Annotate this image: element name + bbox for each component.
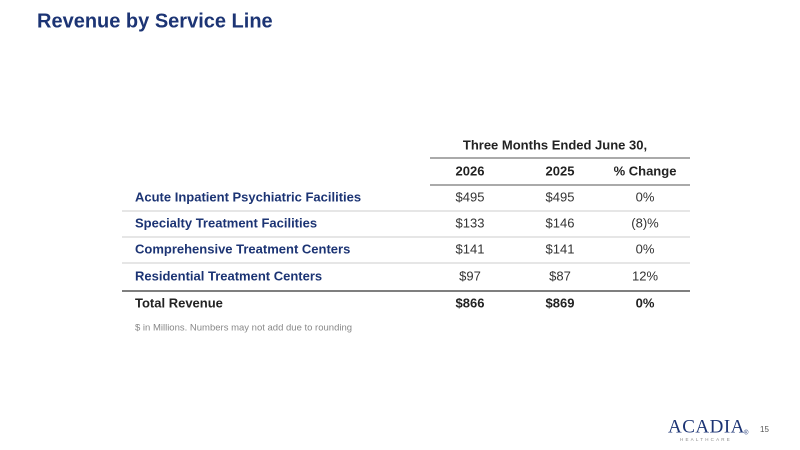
cell: $133 [456,215,485,230]
cell: $97 [459,268,481,283]
column-header: 2025 [546,163,575,178]
total-label: Total Revenue [135,295,223,310]
cell: $141 [546,241,575,256]
cell: $141 [456,241,485,256]
row-label: Comprehensive Treatment Centers [135,241,350,256]
slide-title: Revenue by Service Line [37,10,273,32]
logo-tagline: HEALTHCARE [680,437,732,442]
row-label: Specialty Treatment Facilities [135,215,317,230]
total-cell: $869 [546,295,575,310]
total-cell: $866 [456,295,485,310]
cell: $495 [456,189,485,204]
logo-name: ACADIA [668,416,745,437]
cell: $495 [546,189,575,204]
cell: 0% [636,241,655,256]
page-number: 15 [760,425,769,434]
cell: (8)% [631,215,659,230]
cell: 0% [636,189,655,204]
column-header: 2026 [456,163,485,178]
column-header: % Change [614,163,677,178]
row-label: Acute Inpatient Psychiatric Facilities [135,189,361,204]
total-cell: 0% [636,295,655,310]
row-label: Residential Treatment Centers [135,268,322,283]
group-header: Three Months Ended June 30, [463,137,647,152]
logo-mark: ® [744,430,749,437]
footnote: $ in Millions. Numbers may not add due t… [135,323,352,334]
cell: $146 [546,215,575,230]
cell: 12% [632,268,658,283]
cell: $87 [549,268,571,283]
